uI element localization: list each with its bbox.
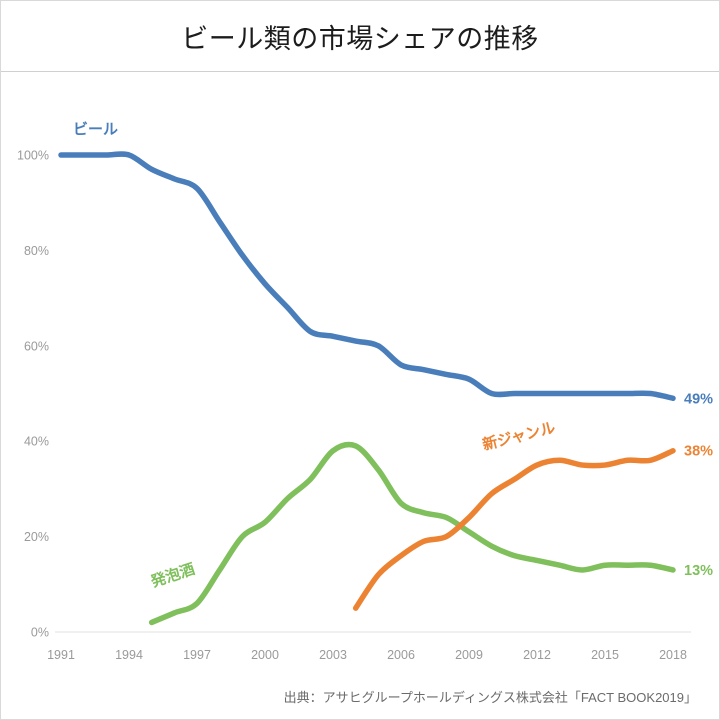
series-label-new-genre: 新ジャンル	[481, 418, 557, 453]
y-axis-tick-labels: 0% 20% 40% 60% 80% 100%	[17, 149, 49, 640]
line-chart-svg: 0% 20% 40% 60% 80% 100% 1991 1994 1997 2000 2003 2…	[17, 121, 713, 662]
x-tick-label: 2000	[251, 648, 279, 662]
x-tick-label: 2006	[387, 648, 415, 662]
series-lines	[58, 151, 676, 626]
y-tick-label: 20%	[24, 530, 49, 544]
end-label-new-genre: 38%	[684, 444, 713, 460]
title-bar: ビール類の市場シェアの推移	[1, 1, 719, 72]
x-tick-label: 2018	[659, 648, 687, 662]
x-tick-label: 1994	[115, 648, 143, 662]
y-tick-label: 40%	[24, 435, 49, 449]
end-label-happoshu: 13%	[684, 563, 713, 579]
x-tick-label: 2009	[455, 648, 483, 662]
y-tick-label: 60%	[24, 339, 49, 353]
y-tick-label: 0%	[31, 626, 49, 640]
series-line-new-genre	[352, 447, 676, 611]
x-axis-tick-labels: 1991 1994 1997 2000 2003 2006 2009 2012 2015 2018	[47, 648, 687, 662]
y-tick-label: 100%	[17, 149, 49, 163]
end-label-beer: 49%	[684, 391, 713, 407]
series-end-labels: 49% 13% 38%	[684, 391, 713, 579]
series-label-happoshu: 発泡酒	[148, 560, 197, 591]
y-tick-label: 80%	[24, 244, 49, 258]
x-tick-label: 2003	[319, 648, 347, 662]
x-tick-label: 2012	[523, 648, 551, 662]
x-tick-label: 1991	[47, 648, 75, 662]
chart-plot-area: 0% 20% 40% 60% 80% 100% 1991 1994 1997 2000 2003 2…	[1, 72, 719, 672]
x-tick-label: 1997	[183, 648, 211, 662]
series-line-beer	[58, 151, 676, 402]
series-label-beer: ビール	[73, 121, 118, 138]
source-note: 出典：アサヒグループホールディングス株式会社「FACT BOOK2019」	[283, 690, 697, 705]
series-line-happoshu	[148, 441, 676, 626]
x-tick-label: 2015	[591, 648, 619, 662]
page-title: ビール類の市場シェアの推移	[181, 23, 539, 54]
